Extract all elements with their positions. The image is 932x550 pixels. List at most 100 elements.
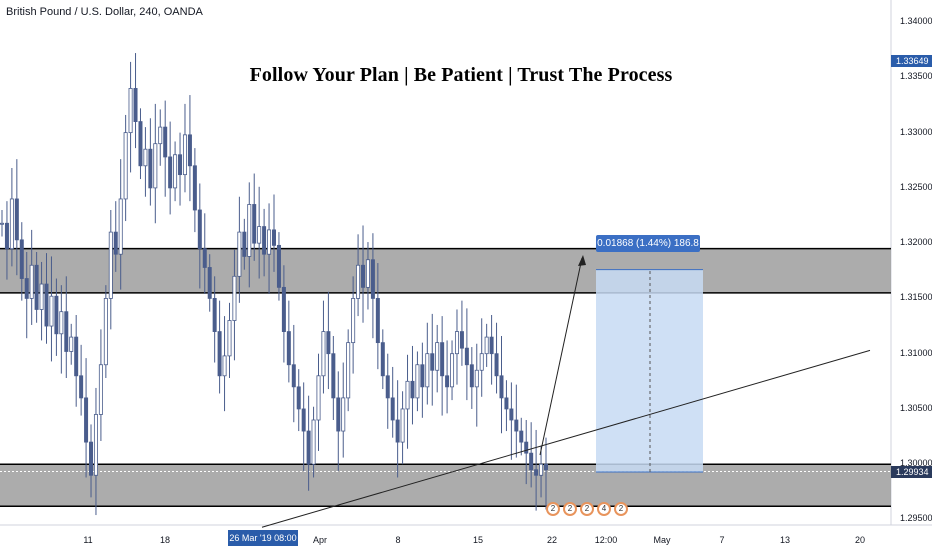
candle-body: [212, 298, 217, 332]
candle-body: [242, 231, 247, 257]
candle-body: [158, 126, 163, 145]
candle-body: [257, 226, 262, 244]
candle-body: [281, 286, 286, 332]
candle-body: [459, 331, 464, 349]
candle-body: [390, 397, 395, 421]
candle-body: [103, 298, 108, 366]
candle-body: [351, 298, 356, 344]
candle-body: [370, 259, 375, 299]
support-zone[interactable]: [0, 464, 891, 507]
candle-body: [514, 419, 519, 432]
candle-body: [450, 353, 455, 388]
candle-body: [395, 419, 400, 443]
candle-body: [247, 204, 252, 257]
candle-body: [380, 342, 385, 377]
candle-body: [435, 342, 440, 371]
resistance-zone[interactable]: [0, 248, 891, 293]
event-marker[interactable]: 2: [563, 502, 577, 516]
candle-body: [222, 355, 227, 377]
candle-body: [49, 295, 54, 327]
candle-body: [504, 397, 509, 410]
candle-body: [128, 88, 133, 134]
candle-body: [84, 397, 89, 443]
candle-body: [410, 380, 415, 399]
economic-events[interactable]: 2 2 2 4 2: [546, 502, 628, 516]
event-marker[interactable]: 4: [597, 502, 611, 516]
price-tick-label: 1.33500: [900, 71, 932, 82]
candle-body: [79, 375, 84, 399]
ascending-trendline[interactable]: [261, 349, 871, 528]
price-tick-label: 1.31500: [900, 292, 932, 303]
candle-body: [529, 452, 534, 471]
event-marker[interactable]: 2: [614, 502, 628, 516]
candle-body: [153, 143, 158, 189]
price-tick-label: 1.29500: [900, 513, 932, 524]
time-tick-label: May: [653, 535, 671, 545]
projection-arrowhead: [578, 255, 586, 266]
candle-body: [484, 336, 489, 355]
candle-body: [168, 156, 173, 189]
candle-body: [29, 264, 34, 299]
time-tick-label: Apr: [312, 535, 328, 545]
candle-body: [440, 342, 445, 377]
time-tick-label: 12:00: [594, 535, 618, 545]
candle-body: [509, 408, 514, 421]
candle-body: [454, 331, 459, 355]
event-marker[interactable]: 2: [580, 502, 594, 516]
candle-body: [123, 132, 128, 200]
projection-arrow[interactable]: [539, 257, 583, 456]
candle-body: [207, 267, 212, 299]
symbol-title[interactable]: British Pound / U.S. Dollar, 240, OANDA: [6, 6, 203, 18]
candle-body: [24, 278, 29, 299]
candle-body: [9, 198, 14, 250]
candle-body: [4, 222, 9, 250]
candle-body: [425, 353, 430, 388]
candle-body: [519, 430, 524, 443]
time-tick-label: 22: [546, 535, 558, 545]
candle-body: [252, 204, 257, 244]
time-tick-label: 13: [779, 535, 791, 545]
candle-body: [356, 264, 361, 299]
candle-body: [469, 364, 474, 388]
candle-body: [464, 347, 469, 366]
candle-body: [524, 441, 529, 454]
candle-body: [331, 353, 336, 399]
candle-body: [19, 239, 24, 279]
candle-body: [311, 419, 316, 465]
candle-body: [163, 126, 168, 158]
candle-body: [148, 148, 153, 189]
candle-body: [192, 165, 197, 211]
price-tick-label: 1.34000: [900, 16, 932, 27]
candle-body: [326, 331, 331, 355]
time-tick-label: 8: [395, 535, 401, 545]
candle-body: [534, 469, 539, 476]
candle-body: [385, 375, 390, 399]
time-tick-label: 15: [472, 535, 484, 545]
candle-body: [143, 148, 148, 167]
event-marker[interactable]: 2: [546, 502, 560, 516]
candle-body: [316, 375, 321, 421]
candle-body: [74, 336, 79, 377]
candle-body: [69, 336, 74, 352]
candle-body: [499, 375, 504, 399]
candle-body: [267, 229, 272, 255]
chart-headline: Follow Your Plan | Be Patient | Trust Th…: [249, 64, 673, 86]
candle-body: [539, 463, 544, 476]
candle-body: [34, 264, 39, 310]
candle-body: [64, 311, 69, 352]
candle-body: [271, 229, 276, 246]
candle-body: [118, 198, 123, 255]
measure-label: 0.01868 (1.44%) 186.8: [596, 235, 700, 252]
candle-body: [138, 121, 143, 167]
candle-body: [375, 298, 380, 344]
time-tick-label: 7: [719, 535, 725, 545]
candle-body: [420, 364, 425, 388]
candle-body: [182, 134, 187, 176]
last-price-badge: 1.29934: [891, 465, 932, 478]
candle-body: [400, 408, 405, 443]
crosshair-date-label: 26 Mar '19 08:00: [228, 530, 298, 546]
candle-body: [544, 463, 549, 471]
candle-body: [108, 231, 113, 299]
